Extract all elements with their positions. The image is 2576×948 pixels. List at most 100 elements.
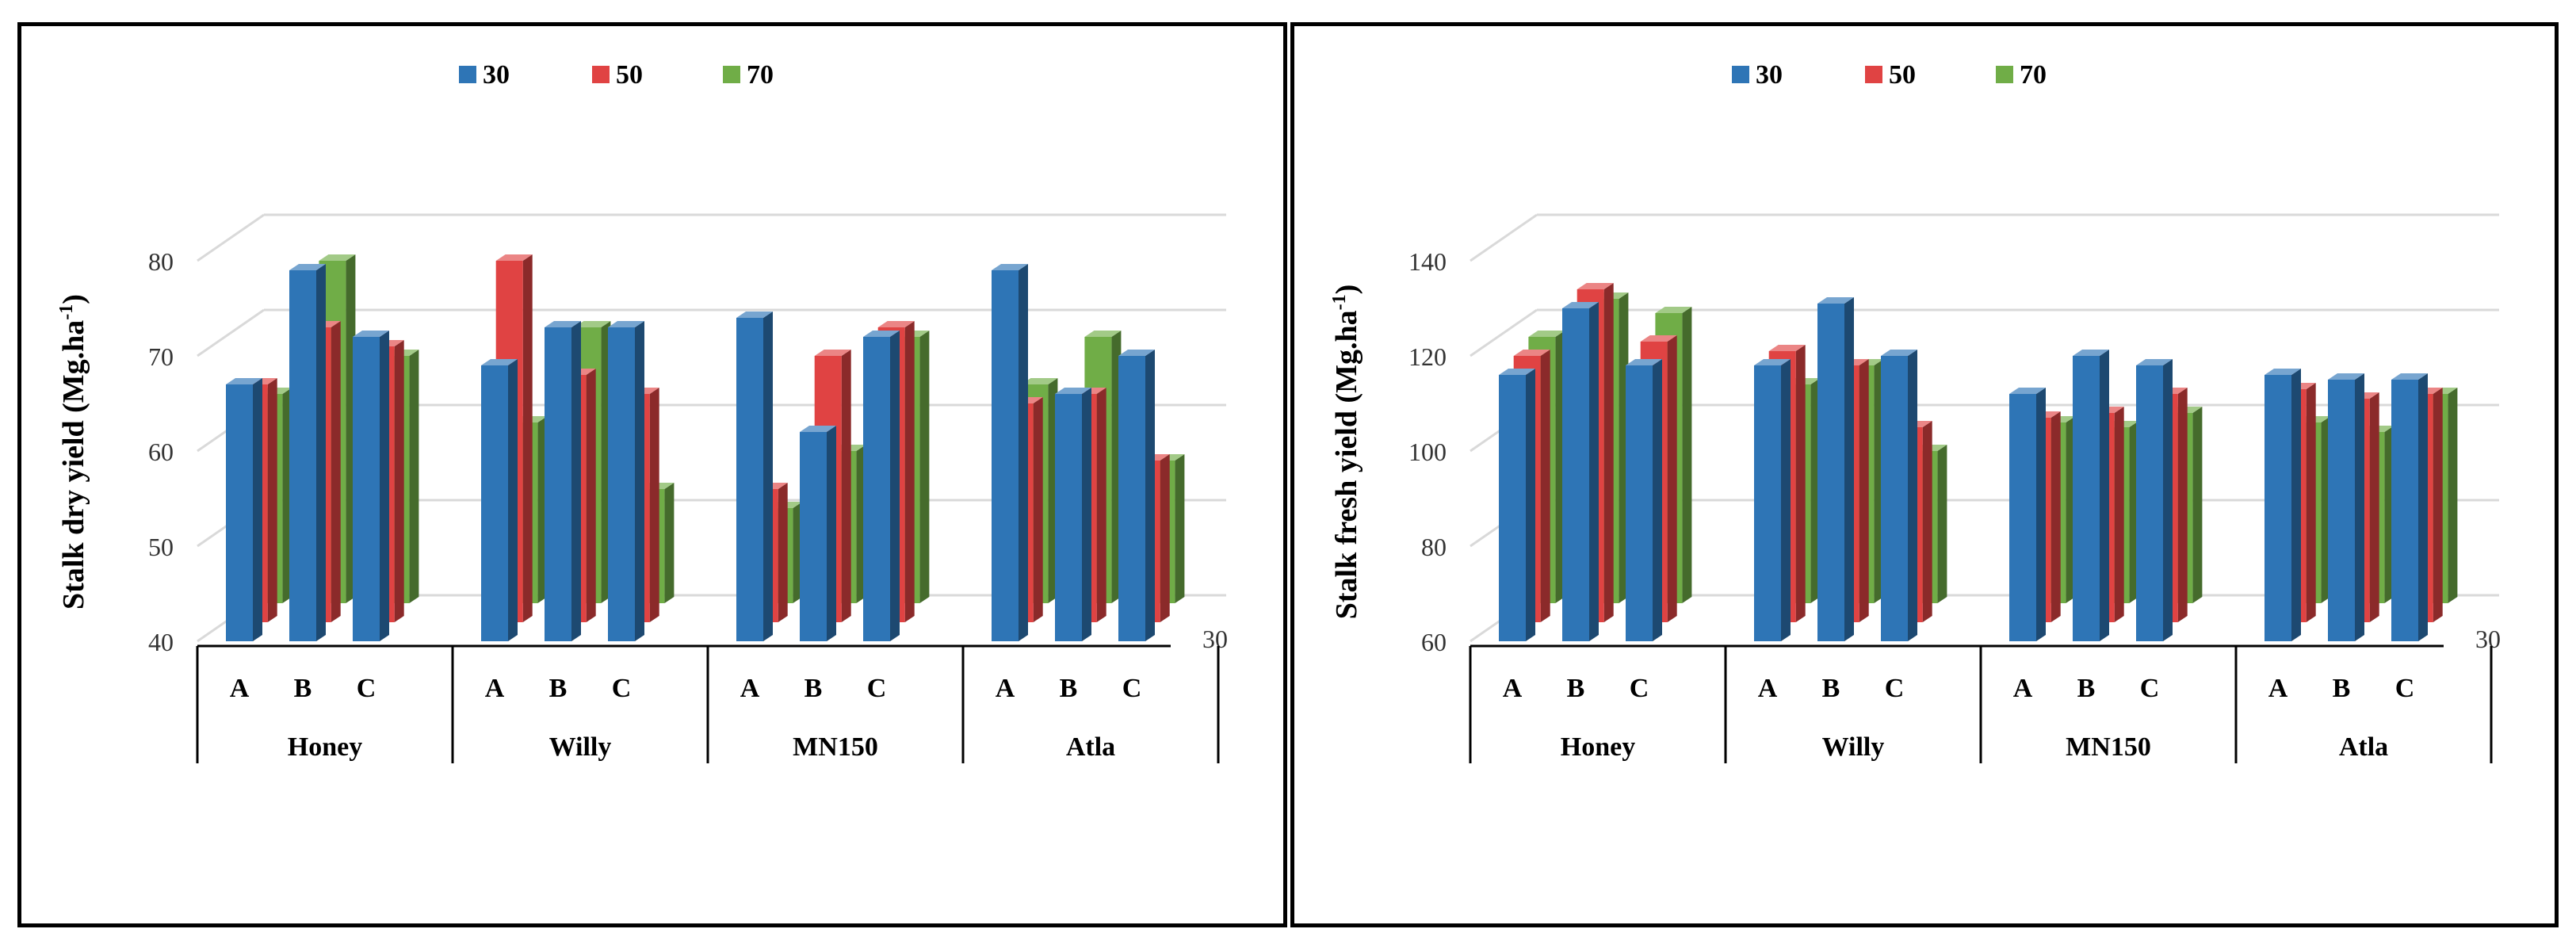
bar-top-50	[495, 254, 533, 261]
bar-30-MN150-C	[863, 337, 890, 641]
category-label: A	[1758, 674, 1778, 703]
bar-side-50	[1033, 397, 1043, 622]
bar-side-70	[2192, 407, 2203, 603]
bar-30-Atla-C	[1118, 356, 1145, 641]
y-tick-label: 120	[1408, 342, 1447, 371]
bar-top-70	[574, 321, 611, 327]
category-label: B	[805, 674, 823, 703]
bar-top-30	[2009, 388, 2046, 394]
y-tick-label: 40	[148, 628, 174, 656]
bar-side-30	[2100, 350, 2109, 641]
bar-side-30	[827, 426, 836, 641]
bar-top-30	[2073, 350, 2109, 356]
bar-side-30	[1844, 297, 1854, 641]
bar-side-30	[1145, 350, 1155, 641]
bar-top-30	[2265, 369, 2301, 375]
bar-top-50	[1640, 335, 1677, 342]
bar-30-Willy-B	[545, 327, 571, 641]
bar-side-30	[1781, 359, 1791, 641]
bar-top-30	[1881, 350, 1917, 356]
bar-30-Honey-C	[353, 337, 380, 641]
bar-top-50	[814, 350, 851, 356]
legend-label-30: 30	[483, 60, 510, 90]
category-label: C	[1885, 674, 1905, 703]
y-tick-label: 140	[1408, 247, 1447, 276]
bar-30-Atla-A	[2265, 375, 2291, 641]
bar-side-50	[841, 350, 851, 622]
bar-side-30	[571, 321, 581, 641]
category-label: A	[1503, 674, 1523, 703]
category-label: A	[996, 674, 1015, 703]
bar-top-30	[1626, 359, 1662, 365]
bar-side-30	[890, 331, 900, 641]
bar-top-70	[1084, 331, 1122, 337]
right-chart-panel: 60 80 100 120 140 30 Stalk fresh yield (Mg.ha-…	[1290, 22, 2559, 927]
bar-30-Willy-B	[1817, 304, 1844, 641]
gridline-depth	[197, 308, 265, 357]
bar-side-50	[2369, 392, 2379, 622]
category-label: A	[230, 674, 250, 703]
category-label: B	[1060, 674, 1078, 703]
bar-top-30	[800, 426, 836, 432]
bar-top-30	[1055, 388, 1091, 394]
group-label-honey: Honey	[288, 732, 362, 762]
legend-label-70: 70	[747, 60, 774, 90]
bar-side-30	[253, 378, 262, 641]
category-label: B	[294, 674, 312, 703]
legend-label-50: 50	[1889, 60, 1916, 90]
gridline-depth	[1470, 308, 1538, 357]
y-tick-label: 60	[148, 438, 174, 466]
group-label-mn150: MN150	[793, 732, 878, 762]
bar-30-Atla-C	[2391, 380, 2418, 641]
y-tick-label: 80	[148, 247, 174, 276]
bar-top-30	[545, 321, 581, 327]
bar-top-70	[319, 254, 356, 261]
category-label: C	[2140, 674, 2160, 703]
bar-side-70	[1682, 307, 1692, 603]
bar-side-50	[904, 321, 915, 622]
bar-side-50	[2306, 383, 2316, 622]
bar-30-Honey-A	[226, 384, 253, 641]
depth-axis-label: 30	[1202, 625, 1228, 653]
bar-top-70	[1021, 378, 1058, 384]
category-label: C	[1630, 674, 1649, 703]
bar-top-30	[1754, 359, 1791, 365]
bar-side-30	[635, 321, 644, 641]
bar-side-30	[1589, 302, 1599, 641]
bar-side-50	[267, 378, 277, 622]
bar-side-50	[586, 369, 596, 622]
legend-swatch-30	[1732, 66, 1749, 83]
category-label: C	[2395, 674, 2415, 703]
category-label: A	[2268, 674, 2288, 703]
bar-side-50	[331, 321, 341, 622]
bar-top-30	[226, 378, 262, 384]
stalk-dry-yield-chart: 40 50 60 70 80 30 Stalk dry yield (Mg.ha-1) 30 5…	[56, 60, 1228, 763]
y-tick-label: 50	[148, 533, 174, 561]
group-label-atla: Atla	[1066, 732, 1115, 762]
group-label-honey: Honey	[1561, 732, 1635, 762]
bar-side-50	[1859, 359, 1869, 622]
bar-side-50	[2177, 388, 2188, 622]
bar-side-50	[1603, 283, 1614, 622]
bar-top-30	[353, 331, 389, 337]
bar-top-30	[1817, 297, 1854, 304]
category-label: C	[867, 674, 887, 703]
legend-swatch-30	[459, 66, 476, 83]
group-label-atla: Atla	[2339, 732, 2388, 762]
y-axis-title: Stalk dry yield (Mg.ha-1)	[56, 294, 90, 610]
bar-top-30	[863, 331, 900, 337]
bar-top-30	[289, 264, 326, 270]
y-tick-label: 70	[148, 342, 174, 371]
bar-top-70	[1655, 307, 1692, 313]
bar-side-50	[394, 340, 404, 622]
category-label: B	[1822, 674, 1840, 703]
bar-top-30	[2391, 373, 2428, 380]
stalk-fresh-yield-chart: 60 80 100 120 140 30 Stalk fresh yield (Mg.ha-…	[1329, 60, 2501, 763]
bar-side-70	[664, 483, 675, 603]
bar-top-30	[1118, 350, 1155, 356]
depth-axis-label: 30	[2475, 625, 2501, 653]
category-label: C	[612, 674, 632, 703]
bar-30-Willy-C	[608, 327, 635, 641]
category-label: C	[357, 674, 376, 703]
bar-30-Atla-B	[2328, 380, 2355, 641]
